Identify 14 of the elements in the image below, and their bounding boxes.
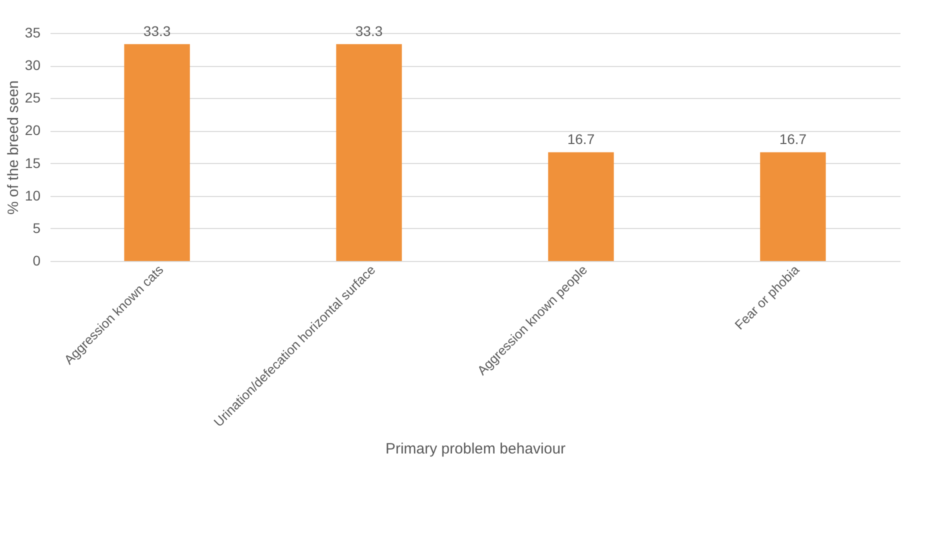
y-tick-label: 25 [24,90,41,106]
y-tick-label: 5 [32,220,41,236]
data-label: 16.7 [779,131,807,148]
data-label: 16.7 [567,131,595,148]
y-tick-label: 10 [24,187,41,204]
y-tick-label: 30 [24,57,41,74]
y-tick-label: 35 [24,24,41,40]
y-axis-title: % of the breed seen [4,80,22,215]
y-tick-label: 15 [24,154,41,171]
y-tick-label: 20 [24,122,41,138]
x-axis-title: Primary problem behaviour [385,440,566,458]
data-label: 33.3 [143,23,171,40]
data-label: 33.3 [355,23,383,40]
y-tick-label: 0 [32,252,41,268]
